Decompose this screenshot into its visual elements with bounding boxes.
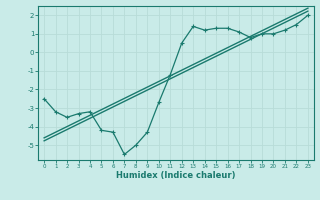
X-axis label: Humidex (Indice chaleur): Humidex (Indice chaleur): [116, 171, 236, 180]
